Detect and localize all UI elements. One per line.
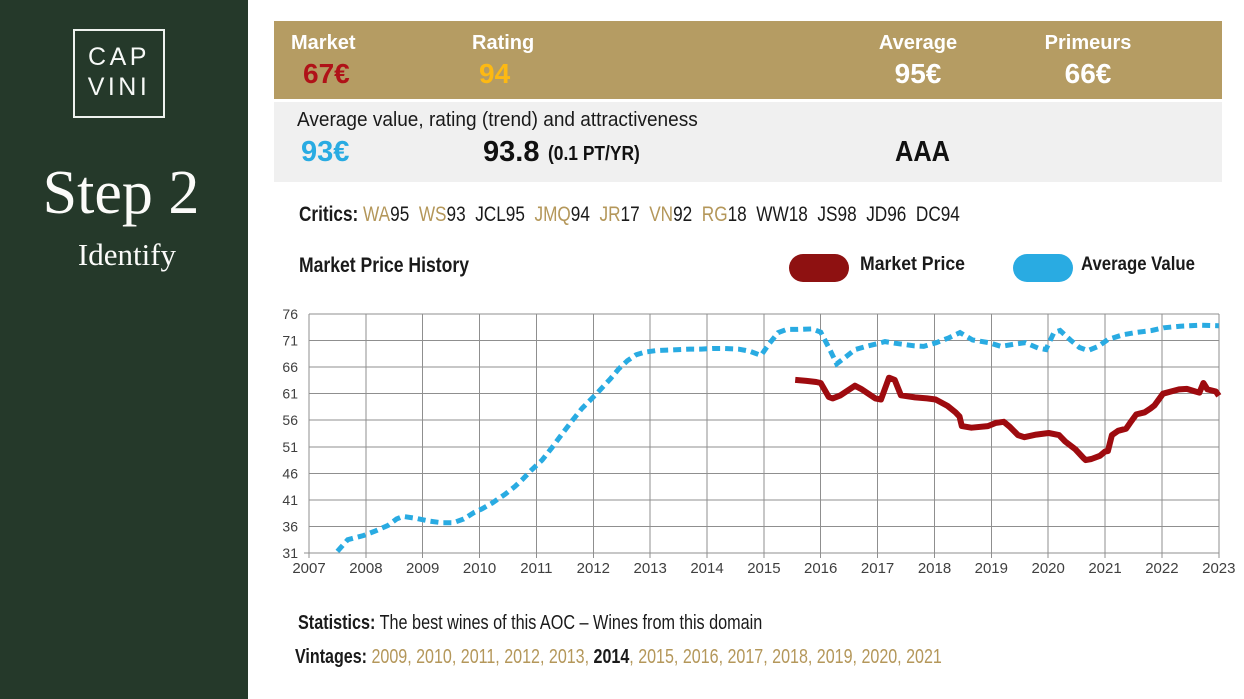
svg-text:2023: 2023 xyxy=(1202,560,1235,577)
svg-text:2009: 2009 xyxy=(406,560,439,577)
svg-text:2021: 2021 xyxy=(1088,560,1121,577)
svg-text:71: 71 xyxy=(282,333,298,349)
svg-text:2007: 2007 xyxy=(292,560,325,577)
svg-text:2011: 2011 xyxy=(520,560,552,577)
svg-text:2018: 2018 xyxy=(918,560,951,577)
svg-text:2017: 2017 xyxy=(861,560,894,577)
svg-text:56: 56 xyxy=(282,412,298,428)
svg-text:41: 41 xyxy=(282,492,298,508)
svg-text:2016: 2016 xyxy=(804,560,837,577)
svg-text:2008: 2008 xyxy=(349,560,382,577)
svg-text:36: 36 xyxy=(282,518,298,534)
svg-text:61: 61 xyxy=(282,386,298,402)
svg-text:66: 66 xyxy=(282,359,298,375)
svg-text:31: 31 xyxy=(282,545,298,561)
svg-text:2014: 2014 xyxy=(690,560,723,577)
svg-text:2012: 2012 xyxy=(577,560,610,577)
svg-text:2022: 2022 xyxy=(1145,560,1178,577)
svg-text:76: 76 xyxy=(282,306,298,322)
svg-text:2010: 2010 xyxy=(463,560,496,577)
svg-text:51: 51 xyxy=(282,439,298,455)
svg-text:2013: 2013 xyxy=(634,560,667,577)
svg-text:2019: 2019 xyxy=(975,560,1008,577)
svg-text:2020: 2020 xyxy=(1032,560,1065,577)
svg-text:2015: 2015 xyxy=(747,560,780,577)
svg-text:46: 46 xyxy=(282,465,298,481)
